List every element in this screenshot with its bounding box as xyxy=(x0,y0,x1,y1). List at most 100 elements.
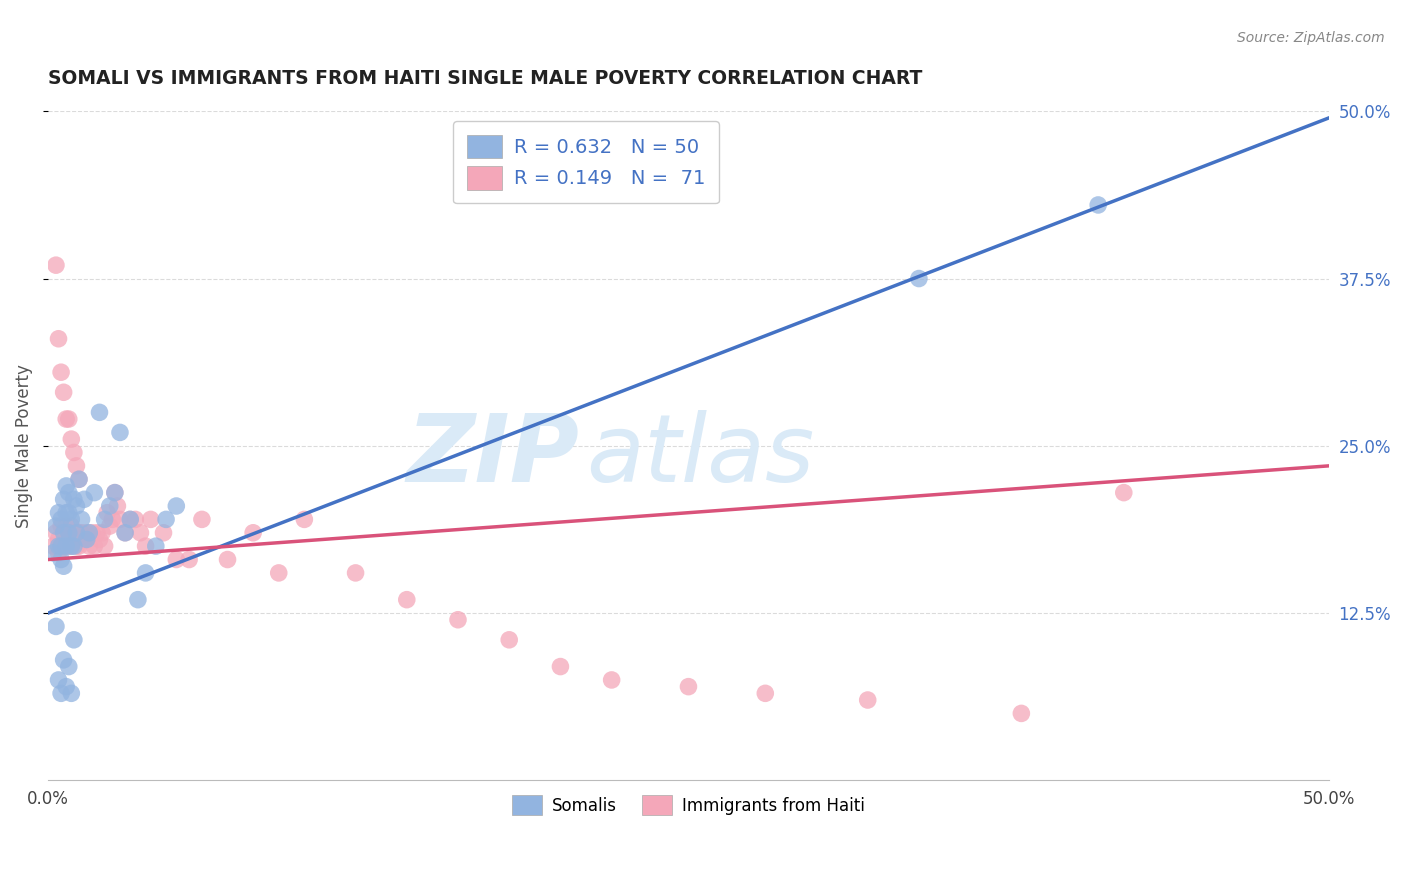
Point xyxy=(49,365,72,379)
Point xyxy=(49,519,72,533)
Point xyxy=(52,492,75,507)
Point xyxy=(114,525,136,540)
Point xyxy=(395,592,418,607)
Point xyxy=(101,512,124,526)
Point xyxy=(45,519,67,533)
Point xyxy=(1010,706,1032,721)
Point xyxy=(678,680,700,694)
Point xyxy=(217,552,239,566)
Point xyxy=(93,539,115,553)
Point xyxy=(76,525,98,540)
Point xyxy=(60,512,83,526)
Point xyxy=(48,539,70,553)
Point xyxy=(48,533,70,547)
Point xyxy=(55,680,77,694)
Point xyxy=(55,506,77,520)
Point xyxy=(63,539,86,553)
Point xyxy=(55,539,77,553)
Point xyxy=(52,559,75,574)
Point xyxy=(93,512,115,526)
Point xyxy=(48,546,70,560)
Point xyxy=(77,525,100,540)
Point xyxy=(58,506,80,520)
Point xyxy=(48,673,70,687)
Point xyxy=(135,566,157,580)
Point xyxy=(58,659,80,673)
Point xyxy=(89,533,111,547)
Point xyxy=(48,332,70,346)
Point xyxy=(55,412,77,426)
Point xyxy=(242,525,264,540)
Point xyxy=(191,512,214,526)
Point xyxy=(104,485,127,500)
Point xyxy=(65,458,87,473)
Point xyxy=(63,632,86,647)
Point xyxy=(63,492,86,507)
Point xyxy=(52,653,75,667)
Y-axis label: Single Male Poverty: Single Male Poverty xyxy=(15,364,32,528)
Point xyxy=(63,525,86,540)
Point xyxy=(60,539,83,553)
Point xyxy=(1112,485,1135,500)
Text: SOMALI VS IMMIGRANTS FROM HAITI SINGLE MALE POVERTY CORRELATION CHART: SOMALI VS IMMIGRANTS FROM HAITI SINGLE M… xyxy=(48,69,922,87)
Point xyxy=(45,525,67,540)
Point xyxy=(65,525,87,540)
Point xyxy=(165,499,187,513)
Point xyxy=(58,485,80,500)
Point xyxy=(145,539,167,553)
Point xyxy=(73,492,96,507)
Point xyxy=(179,552,201,566)
Point xyxy=(58,412,80,426)
Point xyxy=(55,539,77,553)
Point xyxy=(120,512,142,526)
Point xyxy=(65,525,87,540)
Point xyxy=(80,525,103,540)
Point xyxy=(55,479,77,493)
Point xyxy=(67,539,90,553)
Point xyxy=(129,525,152,540)
Point xyxy=(120,512,142,526)
Point xyxy=(73,533,96,547)
Point xyxy=(83,539,105,553)
Point xyxy=(267,566,290,580)
Point xyxy=(58,525,80,540)
Point xyxy=(49,686,72,700)
Text: atlas: atlas xyxy=(586,410,814,501)
Text: ZIP: ZIP xyxy=(406,409,579,502)
Point xyxy=(60,519,83,533)
Point xyxy=(55,519,77,533)
Point xyxy=(292,512,315,526)
Point xyxy=(49,539,72,553)
Point xyxy=(67,525,90,540)
Point xyxy=(124,512,146,526)
Point xyxy=(498,632,520,647)
Point xyxy=(70,512,93,526)
Point xyxy=(550,659,572,673)
Point xyxy=(89,405,111,419)
Point xyxy=(447,613,470,627)
Point xyxy=(114,525,136,540)
Point xyxy=(908,271,931,285)
Point xyxy=(96,506,118,520)
Point xyxy=(67,472,90,486)
Point xyxy=(108,512,131,526)
Point xyxy=(104,485,127,500)
Point xyxy=(856,693,879,707)
Point xyxy=(600,673,623,687)
Point xyxy=(77,539,100,553)
Point xyxy=(107,499,129,513)
Point xyxy=(60,686,83,700)
Point xyxy=(139,512,162,526)
Point xyxy=(344,566,367,580)
Point xyxy=(65,499,87,513)
Point xyxy=(58,525,80,540)
Point xyxy=(52,525,75,540)
Point xyxy=(60,432,83,446)
Point xyxy=(83,485,105,500)
Point xyxy=(49,539,72,553)
Point xyxy=(108,425,131,440)
Point xyxy=(45,619,67,633)
Point xyxy=(49,552,72,566)
Point xyxy=(63,445,86,459)
Point xyxy=(86,525,108,540)
